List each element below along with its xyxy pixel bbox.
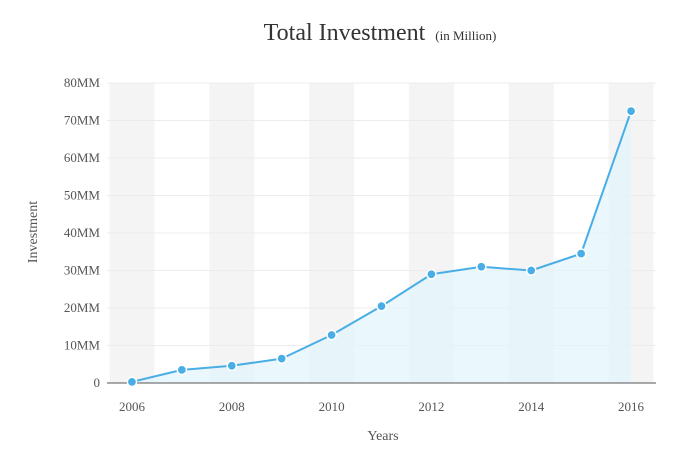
x-tick-label: 2012: [418, 399, 444, 414]
chart-subtitle: (in Million): [435, 28, 496, 43]
chart-title-group: Total Investment (in Million): [264, 20, 497, 46]
data-point-2013: [475, 261, 487, 273]
x-tick-label: 2010: [319, 399, 345, 414]
y-tick-label: 0: [94, 375, 101, 390]
y-axis-label: Investment: [26, 201, 41, 263]
chart-title: Total Investment: [264, 20, 426, 46]
x-tick-label: 2008: [219, 399, 245, 414]
data-point-2014: [525, 265, 537, 276]
data-point-2010: [326, 329, 337, 341]
data-point-2007: [176, 364, 188, 376]
x-axis-ticks: 2006 2008 2010 2012 2014 2016: [119, 399, 645, 414]
x-axis-label: Years: [367, 429, 398, 444]
data-point-2012: [426, 268, 437, 280]
y-tick-label: 50MM: [64, 188, 101, 203]
y-tick-label: 70MM: [64, 113, 101, 128]
y-tick-label: 80MM: [64, 75, 101, 90]
data-point-2011: [376, 300, 387, 312]
y-tick-label: 20MM: [64, 300, 101, 315]
y-tick-label: 60MM: [64, 150, 101, 165]
data-point-2016: [625, 105, 637, 117]
data-points: [126, 105, 637, 388]
y-tick-label: 40MM: [64, 225, 101, 240]
data-point-2008: [226, 360, 238, 372]
area-fill: [131, 111, 632, 383]
gridlines: [107, 82, 656, 346]
y-axis-ticks: 0 10MM 20MM 30MM 40MM 50MM 60MM 70MM 80MM: [64, 75, 101, 390]
y-tick-label: 30MM: [64, 263, 101, 278]
x-tick-label: 2014: [518, 399, 545, 414]
area-layer: [131, 111, 632, 383]
y-tick-label: 10MM: [64, 338, 101, 353]
x-tick-label: 2006: [119, 399, 146, 414]
x-tick-label: 2016: [618, 399, 645, 414]
data-point-2015: [575, 248, 587, 259]
data-point-2006: [126, 376, 138, 388]
data-point-2009: [276, 353, 288, 364]
